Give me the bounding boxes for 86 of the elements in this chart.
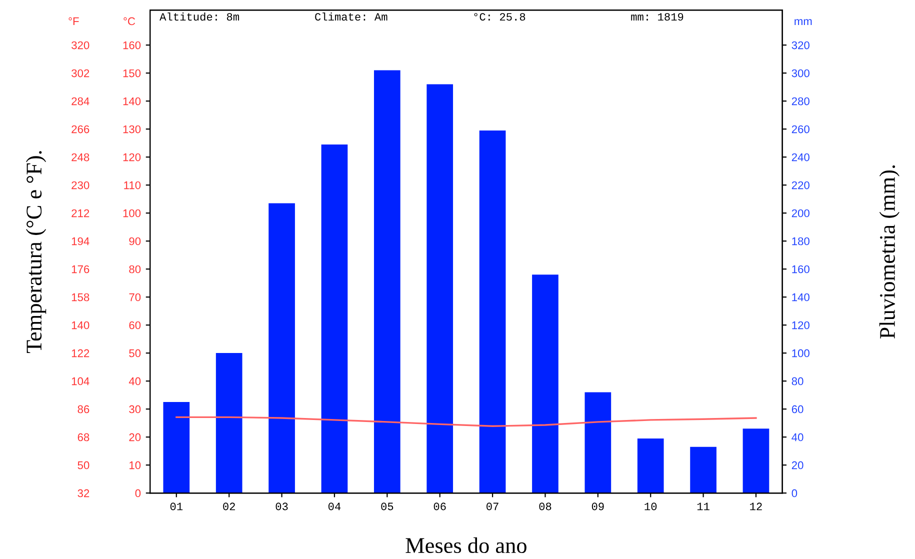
y3-tick-label: 32 bbox=[78, 489, 90, 498]
bar bbox=[426, 84, 454, 494]
bar bbox=[216, 353, 242, 494]
y3-tick-label: 194 bbox=[72, 237, 90, 246]
y-tick-label: 40 bbox=[128, 377, 141, 386]
bar bbox=[690, 446, 716, 494]
bar bbox=[584, 392, 612, 494]
y-tick-label: 50 bbox=[129, 349, 141, 358]
y3-tick-label: 212 bbox=[72, 209, 90, 218]
y2-axis-title: Pluviometria (mm). bbox=[879, 165, 900, 339]
y2-tick-label: 180 bbox=[792, 237, 810, 246]
y2-tick-label: 300 bbox=[792, 69, 810, 78]
y3-tick-label: 248 bbox=[72, 153, 90, 162]
y3-tick-label: 284 bbox=[72, 97, 90, 106]
bar bbox=[742, 428, 770, 494]
y2-tick-label: 0 bbox=[792, 489, 798, 498]
y2-tick-label: 280 bbox=[792, 97, 810, 106]
x-tick-label: 05 bbox=[381, 502, 394, 510]
x-tick-label: 01 bbox=[170, 502, 183, 510]
y-tick-label: 90 bbox=[129, 237, 141, 246]
y3-tick-label: 176 bbox=[72, 265, 90, 274]
y2-tick-label: 100 bbox=[792, 349, 810, 358]
y-tick-label: 120 bbox=[123, 153, 141, 162]
x-tick-label: 07 bbox=[486, 502, 498, 510]
y3-tick-label: 68 bbox=[78, 433, 90, 442]
y-tick-label: 20 bbox=[129, 433, 141, 442]
annotation: °C: 25.8 bbox=[474, 13, 526, 21]
y3-tick-label: 230 bbox=[72, 181, 90, 190]
bar bbox=[268, 203, 295, 494]
y-tick-label: 80 bbox=[129, 265, 141, 274]
annotation: Climate: Am bbox=[315, 12, 388, 21]
y3-tick-label: 104 bbox=[72, 377, 90, 386]
x-tick-label: 06 bbox=[434, 502, 446, 510]
x-tick-label: 09 bbox=[592, 502, 604, 510]
y-tick-label: 110 bbox=[124, 181, 141, 190]
annotation: mm: 1819 bbox=[631, 13, 684, 21]
bar bbox=[637, 438, 664, 494]
y2-tick-label: 140 bbox=[792, 293, 810, 302]
line-series bbox=[176, 416, 757, 427]
y2-tick-label: 120 bbox=[792, 321, 810, 330]
x-tick-label: 04 bbox=[328, 502, 341, 510]
text: °F bbox=[68, 17, 79, 26]
y-axis-title: Temperatura (°C e °F). bbox=[26, 151, 46, 354]
y2-tick-label: 240 bbox=[792, 153, 810, 162]
x-axis-title: Meses do ano bbox=[406, 537, 526, 554]
y3-tick-label: 320 bbox=[72, 41, 90, 50]
text: °C bbox=[124, 17, 136, 26]
y3-tick-label: 122 bbox=[72, 349, 90, 358]
y-tick-label: 0 bbox=[135, 489, 141, 498]
bar bbox=[479, 130, 506, 494]
y-tick-label: 140 bbox=[123, 97, 141, 106]
x-tick-label: 02 bbox=[223, 502, 235, 510]
annotation: Altitude: 8m bbox=[160, 12, 239, 21]
y-tick-label: 130 bbox=[123, 125, 141, 134]
y-tick-label: 150 bbox=[123, 69, 141, 78]
y-tick-label: 60 bbox=[129, 321, 141, 330]
y2-tick-label: 40 bbox=[792, 433, 804, 442]
y2-tick-label: 260 bbox=[792, 125, 810, 134]
y3-tick-label: 266 bbox=[72, 125, 90, 134]
x-tick-label: 03 bbox=[276, 502, 288, 510]
y2-tick-label: 160 bbox=[792, 265, 810, 274]
x-tick-label: 12 bbox=[750, 502, 762, 510]
x-tick-label: 11 bbox=[697, 502, 710, 510]
y3-tick-label: 86 bbox=[78, 405, 90, 414]
y-tick-label: 160 bbox=[123, 41, 141, 50]
y2-tick-label: 320 bbox=[792, 41, 810, 50]
y-tick-label: 30 bbox=[129, 405, 141, 414]
bar bbox=[321, 144, 348, 494]
x-tick-label: 10 bbox=[644, 502, 657, 510]
y-tick-label: 10 bbox=[130, 461, 141, 470]
y3-tick-label: 140 bbox=[72, 321, 90, 330]
y2-tick-label: 200 bbox=[792, 209, 810, 218]
y2-tick-label: 20 bbox=[792, 461, 804, 470]
y-tick-label: 100 bbox=[123, 209, 141, 218]
bar bbox=[374, 70, 400, 494]
y2-tick-label: 60 bbox=[792, 405, 804, 414]
y3-tick-label: 50 bbox=[78, 461, 90, 470]
bar bbox=[163, 402, 190, 494]
y3-tick-label: 158 bbox=[72, 293, 90, 302]
text: mm bbox=[794, 19, 812, 26]
y2-tick-label: 80 bbox=[792, 377, 804, 386]
x-tick-label: 08 bbox=[539, 502, 552, 510]
bar bbox=[532, 274, 558, 494]
y3-tick-label: 302 bbox=[72, 69, 90, 78]
y2-tick-label: 220 bbox=[792, 181, 810, 190]
y-tick-label: 70 bbox=[129, 293, 141, 302]
